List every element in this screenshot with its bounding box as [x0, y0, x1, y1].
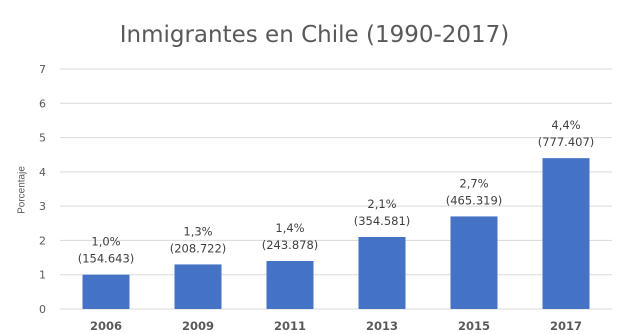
- bar: [266, 261, 314, 309]
- bar: [450, 216, 498, 309]
- y-tick-label: 2: [39, 234, 46, 247]
- data-label-count: (465.319): [446, 193, 503, 207]
- bar: [542, 158, 590, 309]
- data-label-count: (154.643): [78, 252, 135, 266]
- data-label-percent: 4,4%: [551, 118, 580, 132]
- x-tick-label: 2013: [366, 319, 398, 333]
- data-label-percent: 1,0%: [91, 235, 120, 249]
- y-tick-label: 4: [39, 166, 46, 179]
- data-label-count: (243.878): [262, 238, 319, 252]
- chart-title: Inmigrantes en Chile (1990-2017): [119, 22, 510, 48]
- y-tick-label: 0: [39, 303, 46, 316]
- bar: [358, 237, 406, 309]
- x-tick-label: 2011: [274, 319, 306, 333]
- x-tick-label: 2017: [550, 319, 582, 333]
- x-tick-label: 2006: [90, 319, 122, 333]
- y-tick-label: 1: [39, 269, 46, 282]
- data-label-count: (208.722): [170, 241, 227, 255]
- x-tick-label: 2009: [182, 319, 214, 333]
- y-tick-label: 6: [39, 97, 46, 110]
- data-label-count: (354.581): [354, 214, 411, 228]
- bar: [174, 264, 222, 309]
- data-label-count: (777.407): [538, 135, 595, 149]
- x-tick-label: 2015: [458, 319, 490, 333]
- data-label-percent: 1,3%: [183, 224, 212, 238]
- y-tick-label: 5: [39, 132, 46, 145]
- data-label-percent: 2,7%: [459, 176, 488, 190]
- bar: [82, 274, 130, 309]
- data-label-percent: 1,4%: [275, 221, 304, 235]
- y-tick-label: 7: [39, 63, 46, 76]
- data-label-percent: 2,1%: [367, 197, 396, 211]
- y-tick-label: 3: [39, 200, 46, 213]
